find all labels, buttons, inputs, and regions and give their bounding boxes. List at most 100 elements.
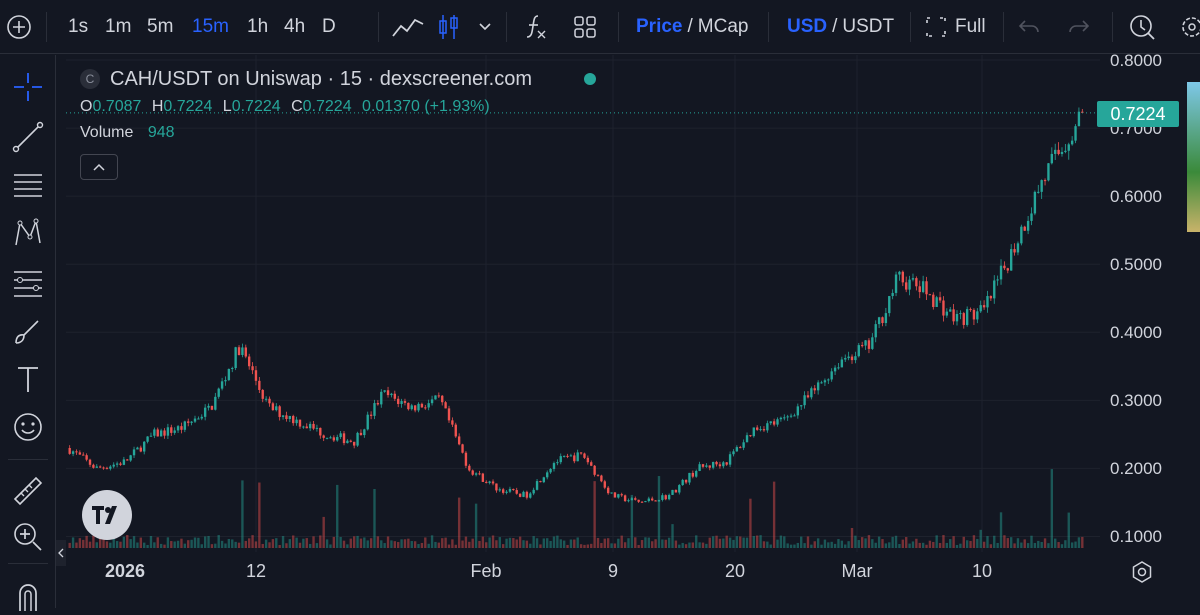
candle-body: [850, 356, 854, 361]
interval-5m[interactable]: 5m: [147, 16, 174, 37]
interval-1s[interactable]: 1s: [68, 16, 89, 37]
ruler-icon[interactable]: [8, 471, 48, 511]
x-tick-label: 12: [245, 561, 267, 581]
collapse-legend-button[interactable]: [80, 154, 118, 180]
volume-bar: [68, 542, 71, 548]
candle-body: [935, 297, 938, 307]
volume-bar: [129, 539, 132, 548]
volume-bar: [261, 543, 264, 548]
volume-value: 948: [147, 124, 175, 141]
pattern-icon[interactable]: [8, 213, 48, 253]
redo-icon[interactable]: [1068, 0, 1090, 54]
candle-body: [806, 395, 810, 398]
volume-bar: [281, 536, 285, 548]
candle-body: [684, 479, 688, 483]
symbol-title[interactable]: CAH/USDT on Uniswap · 15 · dexscreener.c…: [110, 68, 533, 90]
candle-body: [1047, 163, 1050, 181]
volume-bar: [1067, 512, 1070, 548]
candle-body: [95, 466, 98, 468]
price-mcap-toggle[interactable]: Price / MCap: [636, 0, 748, 54]
candle-body: [562, 455, 566, 457]
candle-body: [197, 418, 200, 420]
candle-body: [590, 462, 593, 466]
chart-settings-icon[interactable]: [1130, 560, 1154, 589]
volume-bar: [136, 542, 139, 548]
settings-icon[interactable]: [1178, 0, 1200, 54]
volume-bar: [708, 537, 711, 548]
price-option[interactable]: Price: [636, 16, 683, 37]
fx-indicators-icon[interactable]: [524, 0, 548, 54]
volume-bar: [999, 512, 1003, 548]
volume-bar: [725, 535, 728, 548]
chevron-down-icon[interactable]: [478, 0, 492, 54]
add-circle-icon[interactable]: [6, 0, 32, 54]
candle-body: [962, 313, 965, 325]
line-chart-icon[interactable]: [392, 0, 424, 54]
candle-body: [264, 398, 268, 400]
open-value: 0.7087: [92, 98, 142, 115]
candle-body: [417, 403, 420, 411]
interval-1h[interactable]: 1h: [247, 16, 269, 37]
text-icon[interactable]: [8, 359, 48, 399]
volume-bar: [576, 537, 579, 548]
trend-line-icon[interactable]: [8, 117, 48, 157]
volume-bar: [759, 535, 762, 548]
candle-body: [779, 417, 783, 420]
candle-body: [359, 432, 363, 436]
volume-bar: [71, 537, 75, 548]
volume-bar: [955, 544, 959, 548]
emoji-icon[interactable]: [8, 407, 48, 447]
full-button[interactable]: Full: [925, 0, 986, 54]
candle-body: [529, 493, 532, 498]
undo-icon[interactable]: [1018, 0, 1040, 54]
mcap-option[interactable]: MCap: [697, 16, 749, 37]
tradingview-logo[interactable]: [82, 490, 132, 540]
interval-15m[interactable]: 15m: [192, 16, 229, 37]
candle-body: [840, 359, 844, 368]
candle-body: [525, 491, 529, 498]
candle-body: [837, 367, 840, 369]
volume-bar: [346, 544, 349, 548]
volume-bar: [447, 544, 451, 548]
candle-body: [762, 429, 766, 431]
volume-bar: [976, 538, 979, 548]
volume-bar: [105, 541, 109, 548]
candle-body: [1050, 153, 1054, 164]
volume-bar: [1003, 535, 1006, 548]
volume-bar: [949, 539, 952, 548]
currency-toggle[interactable]: USD / USDT: [787, 0, 894, 54]
volume-bar: [864, 538, 867, 548]
brush-icon[interactable]: [8, 311, 48, 351]
candle-body: [447, 408, 451, 421]
candle-body: [248, 356, 251, 367]
alert-icon[interactable]: [1128, 0, 1156, 54]
fib-icon[interactable]: [8, 262, 48, 302]
layout-grid-icon[interactable]: [573, 0, 597, 54]
volume-bar: [126, 535, 129, 548]
candle-body: [505, 491, 508, 493]
crosshair-icon[interactable]: [8, 67, 48, 107]
usdt-option[interactable]: USDT: [842, 16, 895, 37]
magnet-icon[interactable]: [8, 575, 48, 615]
zoom-in-icon[interactable]: [8, 517, 48, 557]
candle-body: [915, 278, 918, 287]
candle-body: [346, 440, 349, 444]
volume-bar: [705, 543, 708, 548]
interval-4h[interactable]: 4h: [284, 16, 306, 37]
candle-body: [485, 481, 488, 483]
candle-body: [949, 309, 952, 312]
volume-bar: [420, 542, 424, 548]
usd-option[interactable]: USD: [787, 16, 828, 37]
candles-icon[interactable]: [438, 0, 460, 54]
interval-d[interactable]: D: [322, 16, 336, 37]
volume-bar: [549, 540, 552, 548]
collapse-toolbar-arrow[interactable]: [56, 540, 66, 566]
candle-body: [644, 501, 647, 503]
volume-bar: [237, 542, 241, 548]
candle-body: [739, 447, 742, 449]
volume-bar: [860, 537, 864, 548]
volume-bar: [695, 535, 698, 548]
horizontal-lines-icon[interactable]: [8, 165, 48, 205]
interval-1m[interactable]: 1m: [105, 16, 132, 37]
